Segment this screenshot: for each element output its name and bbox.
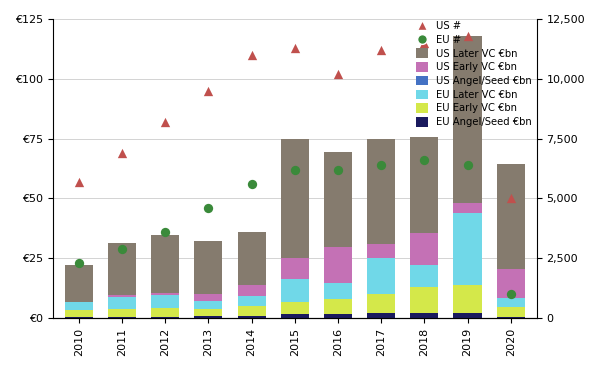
Bar bbox=[454, 313, 482, 318]
Bar bbox=[151, 315, 179, 318]
Bar bbox=[151, 317, 179, 318]
Bar bbox=[281, 302, 309, 315]
Bar bbox=[497, 317, 525, 318]
Point bbox=[290, 167, 299, 173]
Bar bbox=[238, 296, 266, 306]
Bar bbox=[410, 233, 439, 310]
Bar bbox=[281, 139, 309, 258]
Bar bbox=[367, 294, 395, 313]
Bar bbox=[238, 232, 266, 285]
Bar bbox=[410, 287, 439, 313]
Bar bbox=[281, 311, 309, 318]
Bar bbox=[238, 306, 266, 316]
Bar bbox=[410, 313, 439, 318]
Bar bbox=[65, 316, 93, 318]
Bar bbox=[108, 317, 136, 318]
Bar bbox=[65, 317, 93, 318]
Bar bbox=[238, 285, 266, 313]
Bar bbox=[108, 309, 136, 317]
Bar bbox=[65, 302, 93, 310]
Bar bbox=[281, 258, 309, 311]
Bar bbox=[65, 265, 93, 304]
Bar bbox=[194, 301, 223, 309]
Bar bbox=[367, 311, 395, 318]
Bar bbox=[108, 243, 136, 295]
Bar bbox=[324, 247, 352, 310]
Point bbox=[247, 52, 256, 58]
Point bbox=[74, 260, 83, 266]
Bar bbox=[454, 311, 482, 318]
Point bbox=[376, 47, 386, 53]
Bar bbox=[454, 203, 482, 311]
Bar bbox=[151, 308, 179, 317]
Bar bbox=[454, 285, 482, 313]
Legend: US #, EU #, US Later VC €bn, US Early VC €bn, US Angel/Seed €bn, EU Later VC €bn: US #, EU #, US Later VC €bn, US Early VC… bbox=[416, 21, 532, 127]
Bar bbox=[410, 310, 439, 318]
Point bbox=[506, 196, 515, 201]
Bar bbox=[281, 315, 309, 318]
Point bbox=[419, 40, 429, 46]
Bar bbox=[65, 310, 93, 317]
Bar bbox=[194, 316, 223, 318]
Bar bbox=[324, 315, 352, 318]
Bar bbox=[108, 295, 136, 315]
Bar bbox=[65, 304, 93, 316]
Bar bbox=[324, 299, 352, 315]
Bar bbox=[151, 295, 179, 308]
Point bbox=[333, 167, 343, 173]
Bar bbox=[151, 293, 179, 315]
Bar bbox=[454, 213, 482, 285]
Point bbox=[203, 205, 213, 211]
Point bbox=[160, 229, 170, 235]
Bar bbox=[194, 309, 223, 316]
Point bbox=[290, 45, 299, 51]
Bar bbox=[410, 265, 439, 287]
Point bbox=[419, 157, 429, 163]
Point bbox=[74, 179, 83, 185]
Point bbox=[160, 119, 170, 125]
Point bbox=[117, 150, 127, 156]
Point bbox=[203, 88, 213, 94]
Bar bbox=[194, 242, 223, 294]
Bar bbox=[497, 298, 525, 307]
Bar bbox=[454, 36, 482, 203]
Point bbox=[376, 162, 386, 168]
Bar bbox=[367, 244, 395, 311]
Bar bbox=[151, 236, 179, 293]
Bar bbox=[367, 139, 395, 244]
Bar bbox=[324, 283, 352, 299]
Bar bbox=[497, 307, 525, 317]
Bar bbox=[324, 310, 352, 318]
Bar bbox=[238, 316, 266, 318]
Bar bbox=[497, 312, 525, 318]
Bar bbox=[367, 313, 395, 318]
Point bbox=[506, 291, 515, 297]
Point bbox=[117, 246, 127, 252]
Point bbox=[333, 71, 343, 77]
Bar bbox=[497, 164, 525, 269]
Bar bbox=[324, 152, 352, 247]
Bar bbox=[108, 297, 136, 309]
Bar bbox=[497, 269, 525, 312]
Bar bbox=[194, 294, 223, 316]
Point bbox=[463, 162, 472, 168]
Bar bbox=[281, 279, 309, 302]
Bar bbox=[108, 315, 136, 318]
Point bbox=[463, 33, 472, 39]
Point bbox=[247, 181, 256, 187]
Bar bbox=[194, 316, 223, 318]
Bar bbox=[367, 258, 395, 294]
Bar bbox=[410, 137, 439, 233]
Bar bbox=[238, 313, 266, 318]
